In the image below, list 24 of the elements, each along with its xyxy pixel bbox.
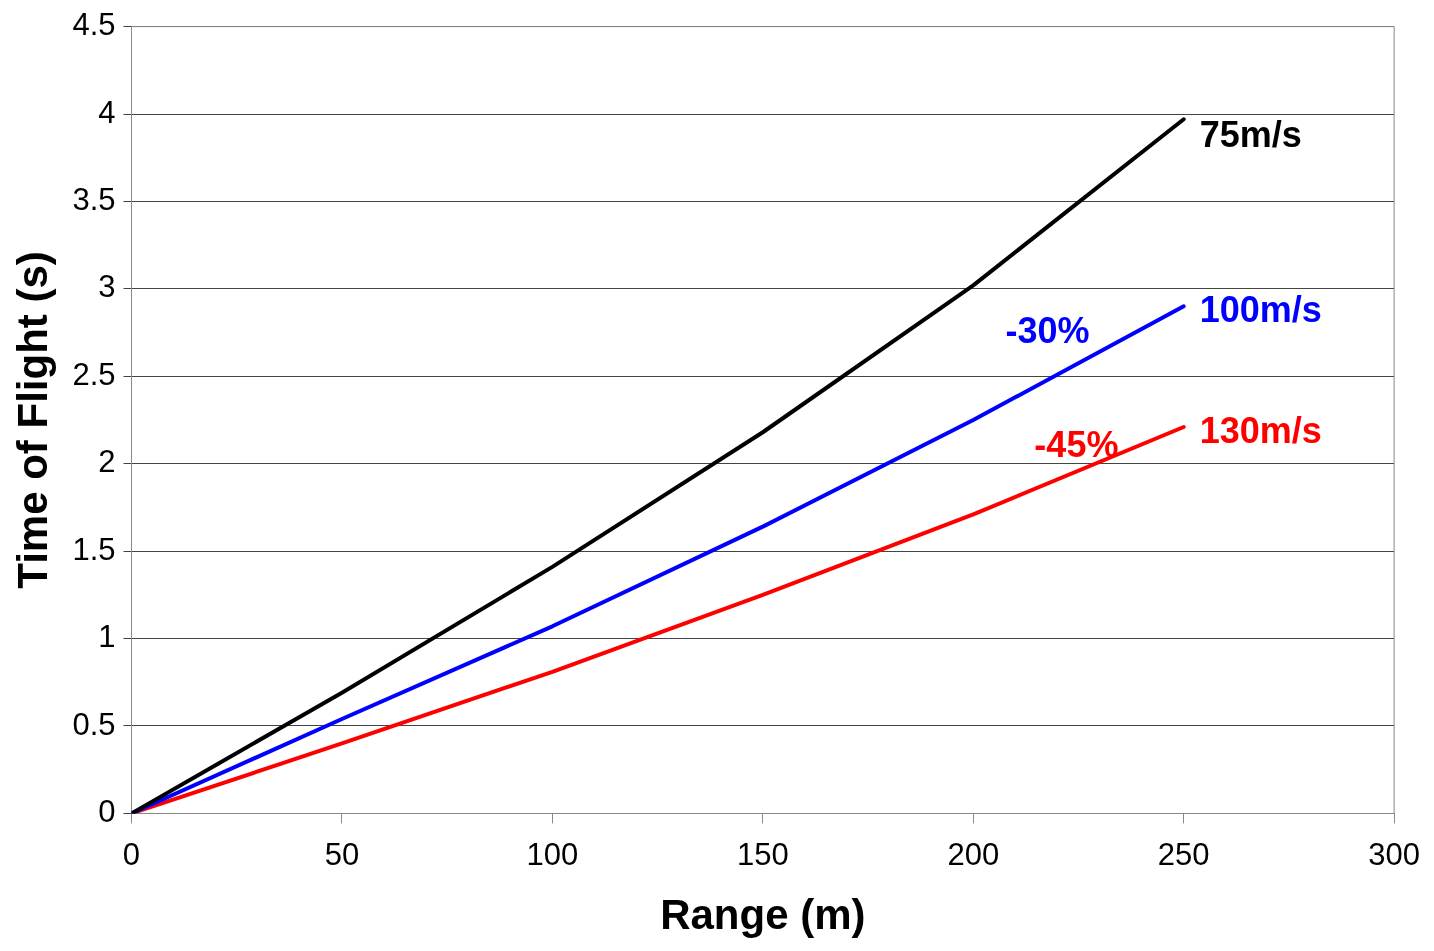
y-tick-label: 1: [98, 619, 116, 655]
x-tick-label: 300: [1368, 836, 1421, 872]
series-label: 130m/s: [1199, 409, 1322, 451]
x-tick-label: 0: [122, 836, 141, 872]
y-tick-label: 4: [98, 94, 116, 130]
x-tick-label: 150: [736, 836, 789, 872]
series-label: 100m/s: [1199, 289, 1322, 331]
x-tick-label: 100: [526, 836, 579, 872]
y-tick-label: 2: [98, 444, 116, 480]
y-tick-label: 0.5: [72, 706, 116, 742]
y-tick-label: 1.5: [72, 531, 116, 567]
x-axis-title: Range (m): [660, 891, 866, 939]
y-tick-label: 3.5: [72, 181, 116, 217]
y-tick-label: 4.5: [72, 7, 116, 43]
x-tick-label: 200: [947, 836, 1000, 872]
x-tick-label: 250: [1157, 836, 1210, 872]
y-tick-label: 3: [98, 269, 116, 305]
series-label: 75m/s: [1199, 114, 1302, 156]
y-tick-label: 2.5: [72, 356, 116, 392]
annotation: -45%: [1034, 424, 1119, 466]
x-tick-label: 50: [324, 836, 360, 872]
y-tick-label: 0: [98, 793, 116, 829]
annotation: -30%: [1005, 310, 1090, 352]
y-axis-title: Time of Flight (s): [8, 251, 56, 589]
